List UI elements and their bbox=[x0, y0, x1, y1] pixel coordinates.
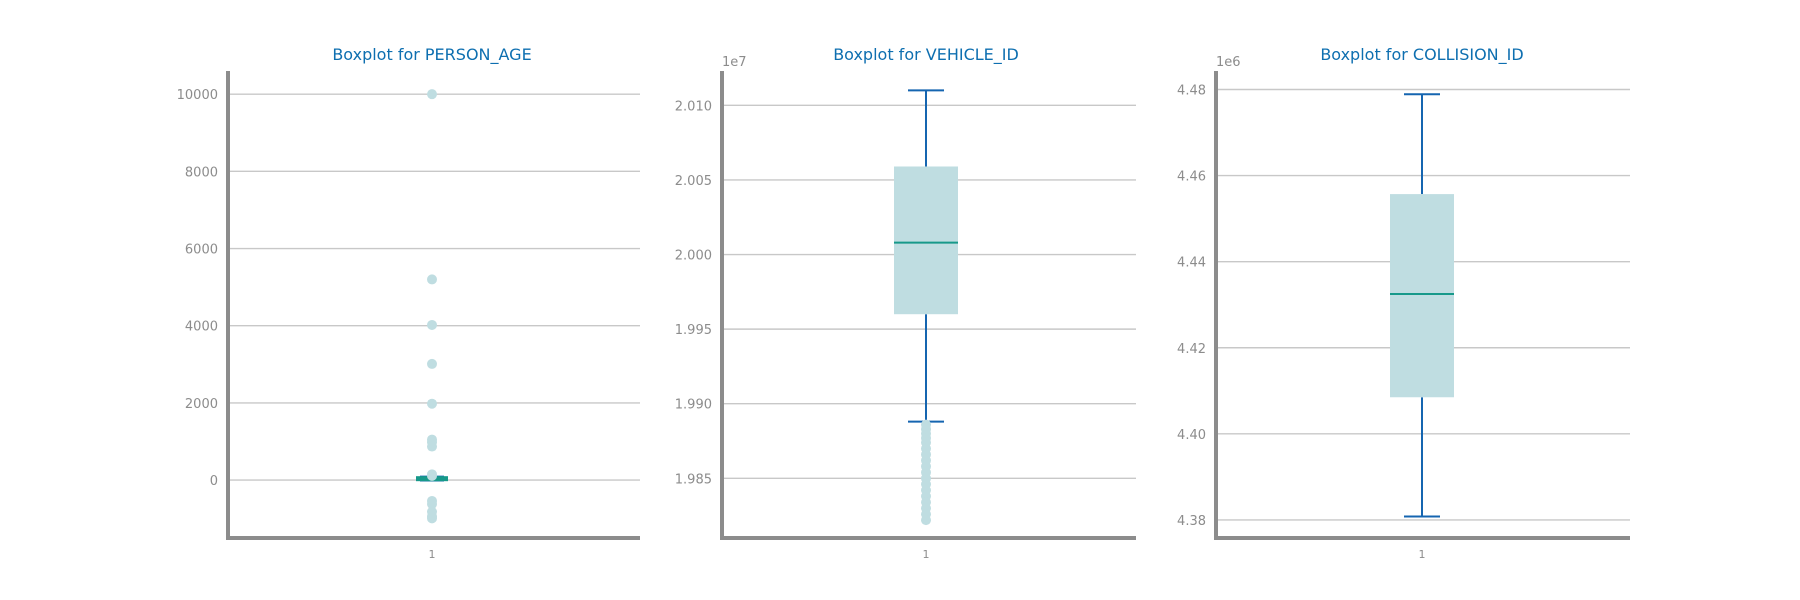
y-tick-label: 2.010 bbox=[675, 99, 712, 114]
y-tick-label: 4.46 bbox=[1177, 170, 1206, 185]
y-tick-label: 1.995 bbox=[675, 323, 712, 338]
chart-title: Boxplot for COLLISION_ID bbox=[1320, 45, 1523, 65]
x-tick-label: 1 bbox=[923, 548, 930, 561]
y-offset-label: 1e6 bbox=[1216, 55, 1241, 70]
panel-vehicle-id: Boxplot for VEHICLE_ID 1e7 1.985 1.990 1.9… bbox=[675, 45, 1136, 561]
chart-title: Boxplot for VEHICLE_ID bbox=[833, 45, 1019, 65]
y-tick-label: 0 bbox=[210, 474, 218, 489]
outlier-point bbox=[427, 513, 437, 523]
iqr-box bbox=[894, 166, 958, 314]
outlier-point bbox=[427, 320, 437, 330]
y-tick-label: 4.40 bbox=[1177, 428, 1206, 443]
iqr-box bbox=[1390, 194, 1454, 397]
outlier-point bbox=[427, 89, 437, 99]
panel-person-age: Boxplot for PERSON_AGE 0 2000 4000 6000 8000… bbox=[177, 45, 640, 561]
outlier-point bbox=[427, 471, 437, 481]
y-tick-label: 6000 bbox=[185, 243, 218, 258]
y-offset-label: 1e7 bbox=[722, 55, 747, 70]
y-tick-label: 4.38 bbox=[1177, 514, 1206, 529]
outlier-point bbox=[427, 274, 437, 284]
y-tick-label: 10000 bbox=[177, 88, 218, 103]
x-tick-label: 1 bbox=[1419, 548, 1426, 561]
y-tick-label: 2.005 bbox=[675, 174, 712, 189]
y-tick-label: 4.44 bbox=[1177, 256, 1206, 271]
x-tick-label: 1 bbox=[429, 548, 436, 561]
outlier-point bbox=[921, 515, 931, 525]
panel-collision-id: Boxplot for COLLISION_ID 1e6 4.38 4.40 4.4… bbox=[1177, 45, 1630, 561]
y-tick-label: 4000 bbox=[185, 320, 218, 335]
outlier-point bbox=[427, 442, 437, 452]
y-tick-label: 2.000 bbox=[675, 249, 712, 264]
chart-title: Boxplot for PERSON_AGE bbox=[332, 45, 531, 65]
outlier-point bbox=[427, 399, 437, 409]
outlier-point bbox=[427, 359, 437, 369]
y-tick-label: 4.48 bbox=[1177, 84, 1206, 99]
y-tick-label: 8000 bbox=[185, 165, 218, 180]
y-tick-label: 4.42 bbox=[1177, 342, 1206, 357]
y-tick-label: 2000 bbox=[185, 397, 218, 412]
y-tick-label: 1.990 bbox=[675, 398, 712, 413]
y-tick-label: 1.985 bbox=[675, 472, 712, 487]
